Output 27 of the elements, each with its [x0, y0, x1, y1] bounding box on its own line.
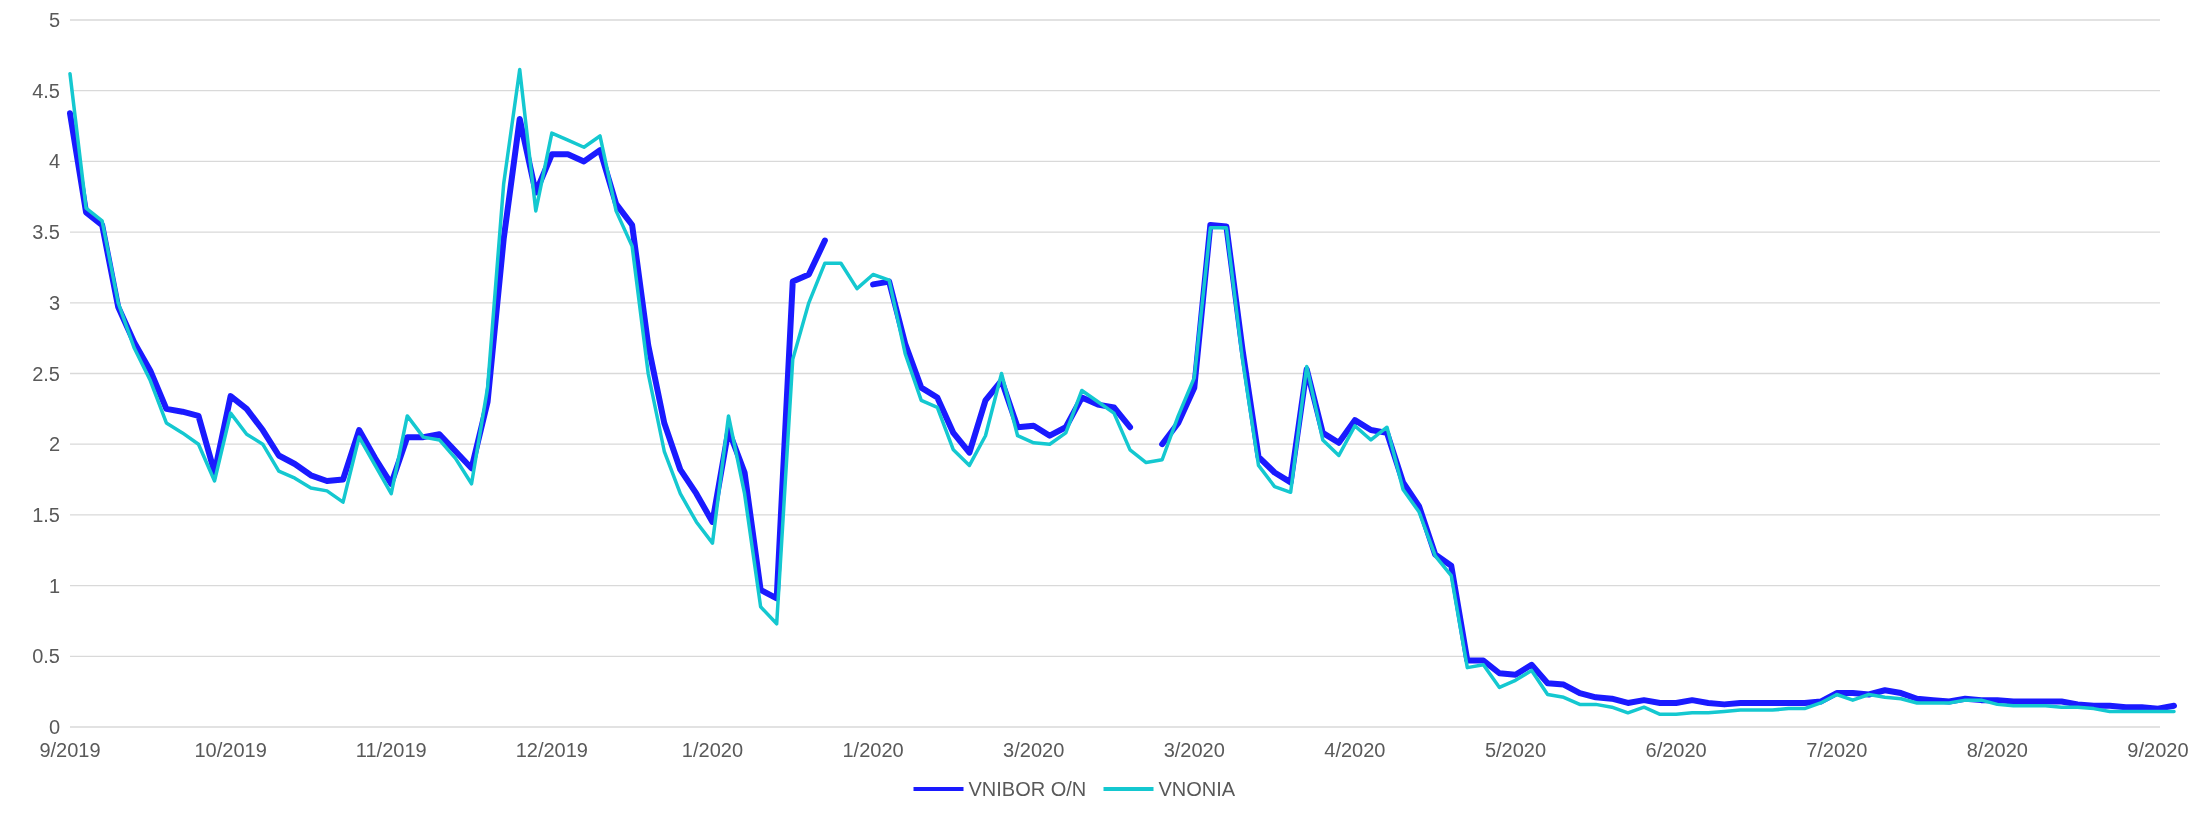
x-tick-label: 11/2019	[355, 739, 427, 761]
y-tick-label: 4.5	[32, 79, 60, 102]
y-tick-label: 3	[48, 291, 60, 314]
y-tick-label: 3.5	[32, 221, 60, 244]
y-tick-label: 0.5	[32, 645, 60, 668]
y-tick-label: 1.5	[32, 503, 60, 526]
x-tick-label: 3/2020	[1163, 739, 1225, 761]
y-tick-label: 2	[48, 433, 60, 456]
y-tick-label: 4	[48, 150, 60, 173]
x-tick-label: 9/2020	[2127, 739, 2189, 761]
x-tick-label: 6/2020	[1645, 739, 1707, 761]
x-tick-label: 8/2020	[1966, 739, 2028, 761]
x-tick-label: 1/2020	[842, 739, 904, 761]
legend-label: VNONIA	[1158, 778, 1236, 800]
x-tick-label: 7/2020	[1806, 739, 1868, 761]
x-tick-label: 12/2019	[515, 739, 588, 761]
x-tick-label: 10/2019	[194, 739, 267, 761]
legend-label: VNIBOR O/N	[968, 778, 1087, 800]
x-tick-label: 5/2020	[1484, 739, 1547, 761]
x-tick-label: 1/2020	[681, 739, 744, 761]
y-tick-label: 5	[48, 9, 60, 31]
x-tick-label: 9/2019	[39, 739, 101, 761]
x-tick-label: 3/2020	[1003, 739, 1065, 761]
y-tick-label: 1	[48, 574, 60, 597]
y-tick-label: 2.5	[32, 362, 60, 385]
x-tick-label: 4/2020	[1324, 739, 1386, 761]
y-tick-label: 0	[48, 716, 60, 738]
